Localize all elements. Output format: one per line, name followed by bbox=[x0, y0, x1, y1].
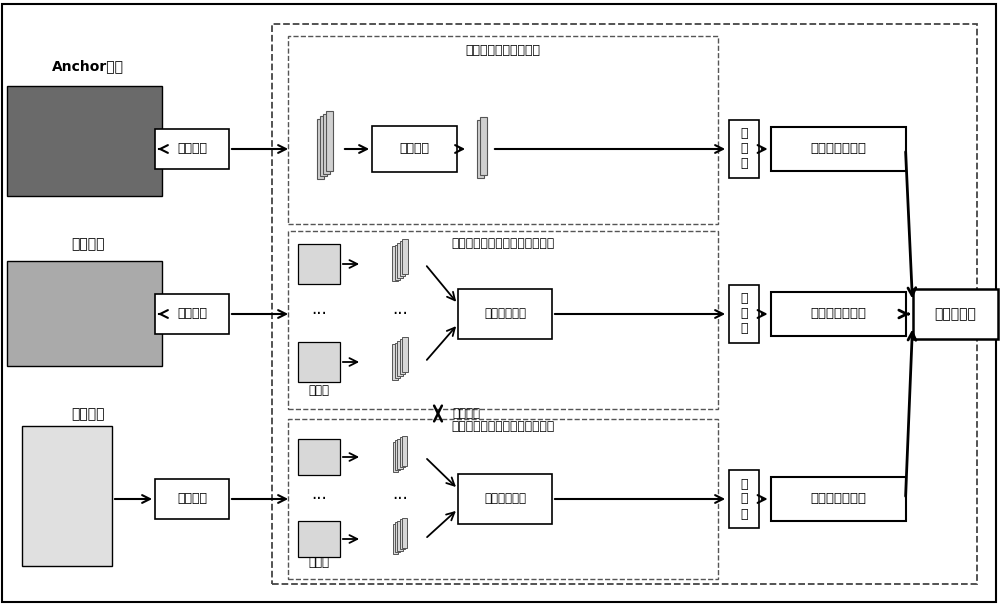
FancyBboxPatch shape bbox=[395, 440, 400, 471]
Text: 归
一
化: 归 一 化 bbox=[740, 127, 748, 170]
Text: 视图组: 视图组 bbox=[308, 556, 330, 568]
FancyBboxPatch shape bbox=[7, 261, 162, 366]
Text: 归
一
化: 归 一 化 bbox=[740, 478, 748, 521]
FancyBboxPatch shape bbox=[400, 519, 405, 549]
FancyBboxPatch shape bbox=[771, 477, 906, 521]
Text: ···: ··· bbox=[311, 490, 327, 508]
FancyBboxPatch shape bbox=[729, 120, 759, 178]
Text: 图像精确特征提取网络: 图像精确特征提取网络 bbox=[466, 45, 540, 57]
Text: 数据处理: 数据处理 bbox=[177, 492, 207, 506]
Text: 视图组: 视图组 bbox=[308, 384, 330, 396]
FancyBboxPatch shape bbox=[480, 117, 487, 175]
FancyBboxPatch shape bbox=[298, 521, 340, 557]
FancyBboxPatch shape bbox=[729, 470, 759, 528]
FancyBboxPatch shape bbox=[326, 112, 333, 172]
Text: 三元组损失: 三元组损失 bbox=[934, 307, 976, 321]
FancyBboxPatch shape bbox=[317, 119, 324, 179]
FancyBboxPatch shape bbox=[395, 522, 400, 553]
FancyBboxPatch shape bbox=[402, 518, 407, 548]
Text: ···: ··· bbox=[392, 490, 408, 508]
FancyBboxPatch shape bbox=[912, 289, 998, 339]
Text: 归
一
化: 归 一 化 bbox=[740, 292, 748, 335]
Text: 分组特征融合: 分组特征融合 bbox=[484, 307, 526, 321]
FancyBboxPatch shape bbox=[402, 337, 408, 372]
FancyBboxPatch shape bbox=[288, 231, 718, 409]
FancyBboxPatch shape bbox=[395, 245, 400, 280]
Text: 注意力块: 注意力块 bbox=[400, 143, 430, 155]
FancyBboxPatch shape bbox=[729, 285, 759, 343]
FancyBboxPatch shape bbox=[323, 114, 330, 174]
FancyBboxPatch shape bbox=[393, 524, 398, 554]
FancyBboxPatch shape bbox=[320, 117, 327, 176]
FancyBboxPatch shape bbox=[288, 36, 718, 224]
Text: 共享权重: 共享权重 bbox=[452, 407, 480, 420]
FancyBboxPatch shape bbox=[155, 479, 229, 519]
Text: 三维模型分组视图特征提取网络: 三维模型分组视图特征提取网络 bbox=[451, 237, 555, 251]
FancyBboxPatch shape bbox=[402, 435, 407, 466]
FancyBboxPatch shape bbox=[397, 521, 403, 551]
FancyBboxPatch shape bbox=[393, 442, 398, 472]
FancyBboxPatch shape bbox=[392, 246, 398, 281]
FancyBboxPatch shape bbox=[298, 439, 340, 475]
FancyBboxPatch shape bbox=[458, 474, 552, 524]
Text: ···: ··· bbox=[392, 305, 408, 323]
FancyBboxPatch shape bbox=[400, 241, 405, 276]
FancyBboxPatch shape bbox=[402, 239, 408, 274]
FancyBboxPatch shape bbox=[155, 129, 229, 169]
FancyBboxPatch shape bbox=[477, 120, 484, 178]
FancyBboxPatch shape bbox=[395, 342, 400, 378]
FancyBboxPatch shape bbox=[288, 419, 718, 579]
FancyBboxPatch shape bbox=[397, 439, 403, 469]
FancyBboxPatch shape bbox=[400, 339, 405, 374]
FancyBboxPatch shape bbox=[2, 4, 996, 602]
Text: 模型的特征表示: 模型的特征表示 bbox=[810, 307, 866, 321]
Text: 反类模型: 反类模型 bbox=[71, 407, 105, 421]
Text: Anchor图像: Anchor图像 bbox=[52, 59, 124, 73]
FancyBboxPatch shape bbox=[397, 243, 403, 278]
FancyBboxPatch shape bbox=[400, 437, 405, 467]
FancyBboxPatch shape bbox=[155, 294, 229, 334]
FancyBboxPatch shape bbox=[392, 344, 398, 379]
FancyBboxPatch shape bbox=[771, 127, 906, 171]
FancyBboxPatch shape bbox=[272, 24, 977, 584]
Text: 数据处理: 数据处理 bbox=[177, 143, 207, 155]
Text: 正类模型: 正类模型 bbox=[71, 237, 105, 251]
FancyBboxPatch shape bbox=[458, 289, 552, 339]
FancyBboxPatch shape bbox=[298, 342, 340, 382]
FancyBboxPatch shape bbox=[372, 126, 457, 172]
Text: 图像的特征表示: 图像的特征表示 bbox=[810, 143, 866, 155]
FancyBboxPatch shape bbox=[298, 244, 340, 284]
Text: 三维模型分组视图特征提取网络: 三维模型分组视图特征提取网络 bbox=[451, 420, 555, 434]
Text: ···: ··· bbox=[311, 305, 327, 323]
FancyBboxPatch shape bbox=[397, 341, 403, 376]
FancyBboxPatch shape bbox=[7, 86, 162, 196]
FancyBboxPatch shape bbox=[771, 292, 906, 336]
Text: 数据处理: 数据处理 bbox=[177, 307, 207, 321]
Text: 模型的特征表示: 模型的特征表示 bbox=[810, 492, 866, 506]
FancyBboxPatch shape bbox=[22, 426, 112, 566]
Text: 分组特征融合: 分组特征融合 bbox=[484, 492, 526, 506]
